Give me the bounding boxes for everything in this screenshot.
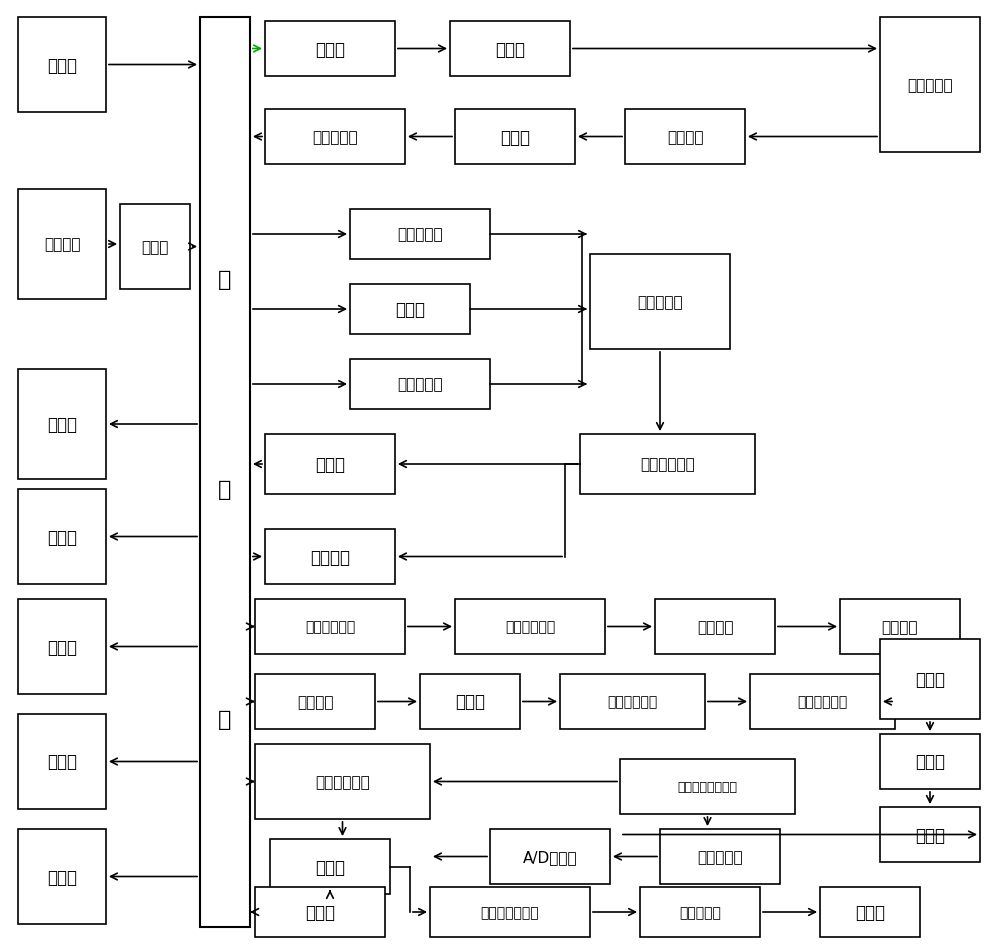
Bar [620,759,795,814]
Text: 硬币识别器: 硬币识别器 [397,228,443,243]
Text: 电子放大器: 电子放大器 [697,849,743,864]
Text: 找零口: 找零口 [47,528,77,546]
Text: 选货按钮: 选货按钮 [310,548,350,565]
Bar [655,599,775,654]
Text: 继电器: 继电器 [315,857,345,876]
Text: 取货门启闭电机: 取货门启闭电机 [481,905,539,919]
Bar [18,599,106,694]
Text: 垂直升降电机: 垂直升降电机 [305,620,355,633]
Bar [265,530,395,584]
Text: 节流元件: 节流元件 [667,130,703,144]
Bar [430,887,590,937]
Bar [880,639,980,719]
Text: 控: 控 [218,270,232,290]
Bar [265,22,395,76]
Bar [350,360,490,410]
Bar [350,285,470,334]
Text: 存储器: 存储器 [141,240,169,255]
Bar [625,110,745,165]
Text: 显示屏: 显示屏 [47,415,77,433]
Bar [200,18,250,927]
Bar [450,22,570,76]
Text: 退币口: 退币口 [47,752,77,770]
Text: 机械手液压缸: 机械手液压缸 [797,695,848,709]
Text: 机械手: 机械手 [915,670,945,688]
Bar [640,887,760,937]
Bar [18,829,106,924]
Bar [120,205,190,290]
Text: 水平滑轮: 水平滑轮 [882,619,918,634]
Text: 第一微处理器: 第一微处理器 [640,457,695,472]
Bar [18,490,106,584]
Bar [750,674,895,729]
Bar [455,110,575,165]
Bar [880,734,980,789]
Bar [18,370,106,480]
Bar [18,190,106,299]
Text: 控制键盘: 控制键盘 [44,237,80,252]
Text: 干燥过滤器: 干燥过滤器 [907,78,953,93]
Text: 制: 制 [218,480,232,499]
Text: 电阻式称重传感器: 电阻式称重传感器 [678,780,738,793]
Text: 温度传感器: 温度传感器 [312,130,358,144]
Bar [880,807,980,862]
Text: 货物盘: 货物盘 [915,826,945,844]
Text: 液压电机: 液压电机 [297,694,333,709]
Bar [420,674,520,729]
Text: 退币器: 退币器 [305,903,335,921]
Bar [270,839,390,894]
Text: 第二微处理器: 第二微处理器 [315,774,370,789]
Text: 指示灯: 指示灯 [47,638,77,656]
Text: 水平电机: 水平电机 [697,619,733,634]
Text: 垂直升降滑轮: 垂直升降滑轮 [505,620,555,633]
Bar [560,674,705,729]
Bar [265,434,395,495]
Bar [255,887,385,937]
Text: 纸币识别器: 纸币识别器 [397,377,443,392]
Text: 取货门: 取货门 [855,903,885,921]
Text: 储货架: 储货架 [915,752,945,770]
Bar [255,744,430,819]
Bar [265,110,405,165]
Text: 照明灯: 照明灯 [47,868,77,885]
Text: 投币口: 投币口 [47,57,77,75]
Bar [18,18,106,113]
Text: 蒸发器: 蒸发器 [500,128,530,146]
Bar [880,18,980,153]
Text: A/D转换器: A/D转换器 [523,849,577,864]
Text: 压缩机: 压缩机 [315,41,345,59]
Bar [255,674,375,729]
Bar [590,255,730,349]
Bar [580,434,755,495]
Text: 机械手换向阀: 机械手换向阀 [607,695,658,709]
Bar [840,599,960,654]
Bar [350,210,490,260]
Text: 货币累加器: 货币累加器 [637,295,683,310]
Bar [820,887,920,937]
Text: 冷凝器: 冷凝器 [495,41,525,59]
Text: 器: 器 [218,709,232,729]
Bar [660,829,780,885]
Bar [255,599,405,654]
Bar [490,829,610,885]
Bar [18,715,106,809]
Bar [455,599,605,654]
Text: 读卡器: 读卡器 [395,301,425,319]
Text: 取货门链轮: 取货门链轮 [679,905,721,919]
Text: 找零器: 找零器 [315,456,345,474]
Text: 液压泵: 液压泵 [455,693,485,711]
